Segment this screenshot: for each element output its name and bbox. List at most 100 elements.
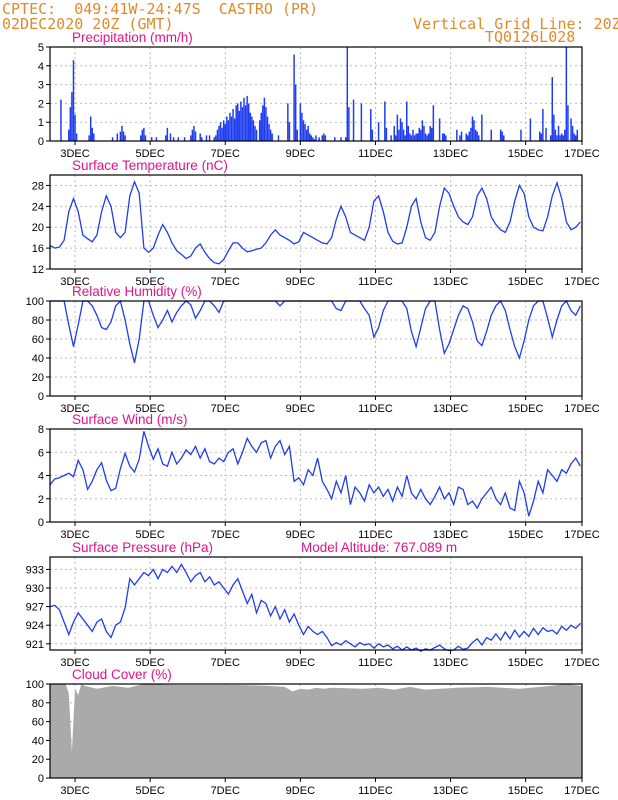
precip-bar [559,135,561,141]
precip-bar [205,135,208,141]
y-tick-label: 24 [32,201,44,213]
y-tick-label: 4 [38,61,44,73]
precip-bar [124,135,126,141]
precip-bar [222,120,225,141]
precip-bar [315,135,317,141]
precip-bar [503,135,505,141]
x-tick-label: 15DEC [508,529,544,541]
precip-bar [201,137,203,141]
precip-bar [224,124,226,141]
precip-bar [481,114,483,141]
precip-bar [294,84,297,141]
x-tick-label: 15DEC [508,785,544,797]
x-tick-label: 15DEC [508,148,544,160]
x-tick-label: 17DEC [564,276,600,288]
precip-bar [260,112,262,141]
precip-bar [193,125,195,141]
precip-bar [567,105,569,141]
series-line [49,563,581,652]
precip-bar [313,139,316,141]
precip-bar [473,120,475,141]
precip-bar [312,137,314,141]
precip-bar [165,135,167,141]
precip-bar [570,118,572,141]
precip-bar [476,131,478,141]
x-tick-label: 11DEC [358,529,393,541]
precip-bar [407,125,410,141]
y-tick-label: 20 [32,372,44,384]
precip-bar [235,105,237,141]
x-tick-label: 5DEC [135,657,164,669]
precip-bar [166,127,169,141]
plot-frame [49,46,583,142]
precip-bar [398,129,400,141]
precip-bar [190,135,192,141]
panel-title: Cloud Cover (%) [72,667,172,682]
precip-bar [177,137,180,141]
precip-bar [255,129,258,141]
precip-bar [227,120,230,141]
header-model-code: TQ0126L028 [485,28,576,46]
precip-bar [474,129,477,141]
precip-bar [116,133,119,141]
x-tick-label: 17DEC [564,657,600,669]
x-tick-label: 17DEC [564,529,600,541]
precip-bar [244,105,247,141]
x-tick-label: 11DEC [358,148,393,160]
precip-bar [155,137,158,141]
precip-bar [406,101,408,141]
precip-bar [571,125,574,141]
precip-bar [237,103,239,141]
precip-bar [443,133,446,141]
x-tick-label: 17DEC [564,403,600,415]
precip-bar [384,101,386,141]
precip-bar [252,120,255,141]
precip-bar [121,125,123,141]
x-tick-label: 3DEC [60,529,89,541]
precip-bar [271,133,273,141]
panel-3: 0 2 4 6 8 3DEC 5DEC 7DEC 9DEC 11DEC 13DEC 15DEC 17DE… [38,412,600,541]
precip-bar [183,137,186,141]
x-tick-label: 3DEC [60,403,89,415]
precip-bar [74,114,76,141]
x-tick-label: 13DEC [433,657,469,669]
x-tick-label: 17DEC [564,785,600,797]
precip-bar [471,116,474,141]
cloud-area [50,684,582,778]
plot-frame [49,174,583,270]
y-tick-label: 924 [26,620,44,632]
precip-bar [238,110,241,141]
plot-frame [49,300,583,397]
y-tick-label: 0 [38,773,44,785]
precip-bar [477,135,480,141]
precip-bar [249,112,252,141]
x-tick-label: 5DEC [135,529,164,541]
precip-bar [229,112,231,141]
precip-bar [208,135,211,141]
y-tick-label: 100 [26,296,44,308]
precip-bar [501,131,503,141]
x-tick-label: 15DEC [508,276,544,288]
precip-bar [89,116,92,141]
y-tick-label: 40 [32,353,44,365]
precip-bar [539,131,541,141]
precip-bar [410,135,413,141]
panel-title: Surface Wind (m/s) [72,412,188,427]
precip-bar [460,131,463,141]
precip-bar [251,116,253,141]
precip-bar [254,125,256,141]
y-tick-label: 28 [32,180,44,192]
precip-bar [564,129,566,141]
x-tick-label: 7DEC [211,148,240,160]
precip-bar [426,135,428,141]
precip-bar [141,129,144,141]
precip-bar [216,129,219,141]
precip-bar [191,129,194,141]
y-tick-label: 60 [32,334,44,346]
precip-bar [399,118,402,141]
x-tick-label: 7DEC [211,276,240,288]
precip-bar [293,54,295,141]
y-tick-label: 930 [26,583,44,595]
precip-bar [545,127,547,141]
